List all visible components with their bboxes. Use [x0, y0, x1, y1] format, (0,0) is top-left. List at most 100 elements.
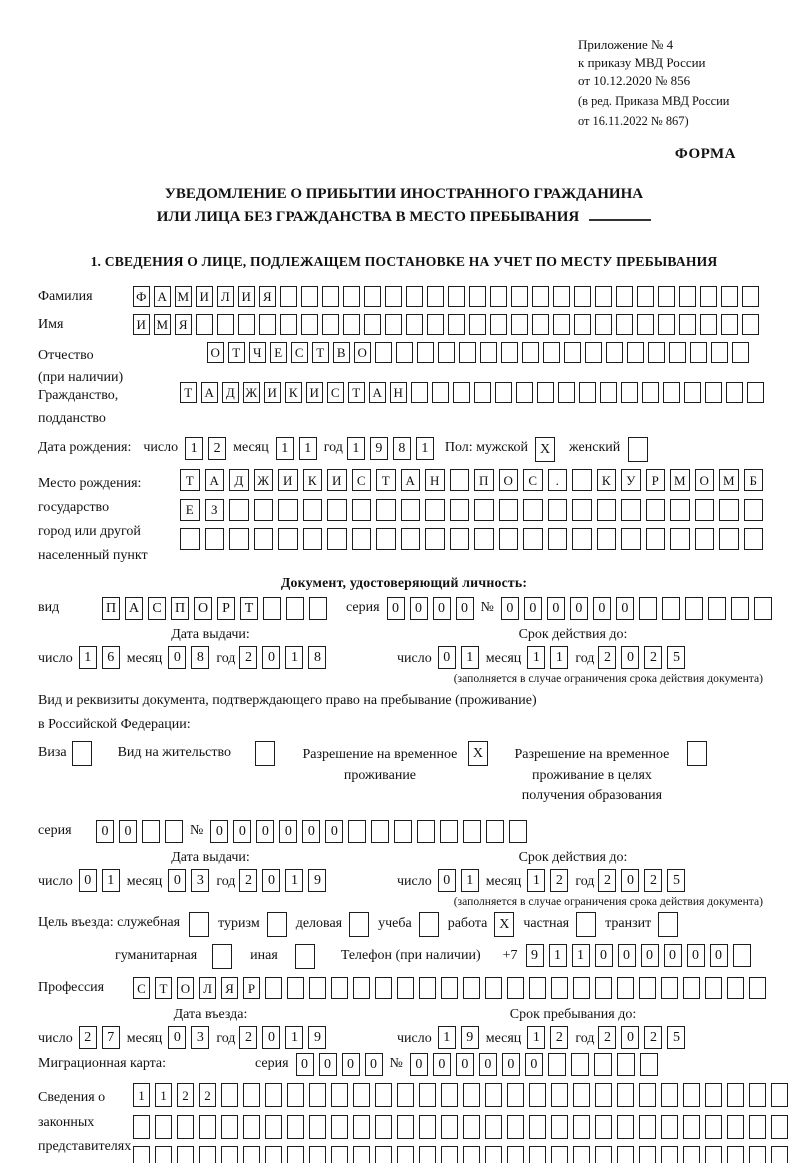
char-box[interactable]: Ж: [243, 382, 260, 404]
char-box[interactable]: [266, 912, 287, 938]
char-box[interactable]: [485, 977, 502, 1000]
char-box[interactable]: [440, 820, 459, 844]
char-box[interactable]: [425, 498, 445, 521]
char-box[interactable]: С: [351, 469, 371, 492]
char-box[interactable]: [661, 1114, 678, 1139]
char-box[interactable]: [749, 977, 766, 1000]
char-box[interactable]: 9: [460, 1026, 479, 1050]
char-box[interactable]: [547, 528, 567, 551]
char-box[interactable]: [371, 820, 390, 844]
purpose-business-checkbox[interactable]: [349, 912, 370, 938]
char-box[interactable]: О: [177, 977, 194, 1000]
char-box[interactable]: [670, 528, 690, 551]
char-box[interactable]: [690, 341, 707, 363]
char-box[interactable]: [189, 912, 210, 938]
char-box[interactable]: 0: [279, 820, 298, 844]
char-box[interactable]: [490, 313, 507, 335]
char-box[interactable]: 0: [432, 597, 451, 621]
char-box[interactable]: [485, 1083, 502, 1108]
char-box[interactable]: [743, 498, 763, 521]
char-box[interactable]: [576, 912, 597, 938]
char-box[interactable]: [694, 528, 714, 551]
purpose-humanitarian-checkbox[interactable]: [212, 944, 233, 970]
char-box[interactable]: [441, 977, 458, 1000]
char-box[interactable]: 1: [155, 1083, 172, 1108]
char-box[interactable]: [669, 341, 686, 363]
char-box[interactable]: [511, 313, 528, 335]
char-box[interactable]: 1: [437, 1026, 456, 1050]
char-box[interactable]: 0: [569, 597, 588, 621]
char-box[interactable]: [529, 1083, 546, 1108]
char-box[interactable]: Т: [240, 597, 258, 621]
char-box[interactable]: О: [194, 597, 212, 621]
char-box[interactable]: И: [278, 469, 298, 492]
char-box[interactable]: 8: [392, 437, 411, 461]
char-box[interactable]: [679, 313, 696, 335]
char-box[interactable]: [707, 597, 726, 621]
char-box[interactable]: 2: [239, 646, 258, 670]
char-box[interactable]: З: [204, 498, 224, 521]
char-box[interactable]: [645, 528, 665, 551]
char-box[interactable]: 0: [501, 1053, 520, 1077]
char-box[interactable]: 2: [598, 1026, 617, 1050]
char-box[interactable]: [280, 285, 297, 307]
char-box[interactable]: [349, 912, 370, 938]
char-box[interactable]: И: [306, 382, 323, 404]
char-box[interactable]: [749, 1083, 766, 1108]
char-box[interactable]: С: [133, 977, 150, 1000]
char-box[interactable]: 0: [455, 1053, 474, 1077]
char-box[interactable]: [453, 382, 470, 404]
char-box[interactable]: Д: [222, 382, 239, 404]
char-box[interactable]: 9: [525, 944, 544, 968]
char-box[interactable]: [411, 382, 428, 404]
gender-female-checkbox[interactable]: [628, 437, 649, 463]
char-box[interactable]: [721, 285, 738, 307]
char-box[interactable]: 0: [615, 597, 634, 621]
char-box[interactable]: [705, 382, 722, 404]
char-box[interactable]: [617, 1114, 634, 1139]
char-box[interactable]: [572, 498, 592, 521]
char-box[interactable]: 0: [621, 869, 640, 893]
char-box[interactable]: [742, 313, 759, 335]
char-box[interactable]: [294, 944, 315, 970]
char-box[interactable]: [353, 1083, 370, 1108]
char-box[interactable]: [448, 285, 465, 307]
char-box[interactable]: [749, 1114, 766, 1139]
char-box[interactable]: Б: [743, 469, 763, 492]
char-box[interactable]: 0: [455, 597, 474, 621]
char-box[interactable]: [441, 1146, 458, 1163]
char-box[interactable]: А: [125, 597, 143, 621]
char-box[interactable]: [558, 382, 575, 404]
char-box[interactable]: [532, 285, 549, 307]
char-box[interactable]: [427, 285, 444, 307]
char-box[interactable]: 0: [256, 820, 275, 844]
char-box[interactable]: [621, 382, 638, 404]
char-box[interactable]: [427, 313, 444, 335]
char-box[interactable]: [570, 1053, 589, 1077]
char-box[interactable]: [353, 1146, 370, 1163]
char-box[interactable]: [771, 1114, 788, 1139]
char-box[interactable]: [639, 977, 656, 1000]
char-box[interactable]: 2: [239, 869, 258, 893]
char-box[interactable]: [353, 1114, 370, 1139]
char-box[interactable]: [551, 1114, 568, 1139]
char-box[interactable]: [551, 1146, 568, 1163]
char-box[interactable]: У: [621, 469, 641, 492]
char-box[interactable]: [229, 528, 249, 551]
char-box[interactable]: [406, 313, 423, 335]
char-box[interactable]: [585, 341, 602, 363]
char-box[interactable]: [419, 977, 436, 1000]
char-box[interactable]: М: [175, 285, 192, 307]
char-box[interactable]: [469, 313, 486, 335]
char-box[interactable]: [418, 912, 439, 938]
char-box[interactable]: 0: [523, 597, 542, 621]
char-box[interactable]: [309, 1114, 326, 1139]
char-box[interactable]: [417, 820, 436, 844]
